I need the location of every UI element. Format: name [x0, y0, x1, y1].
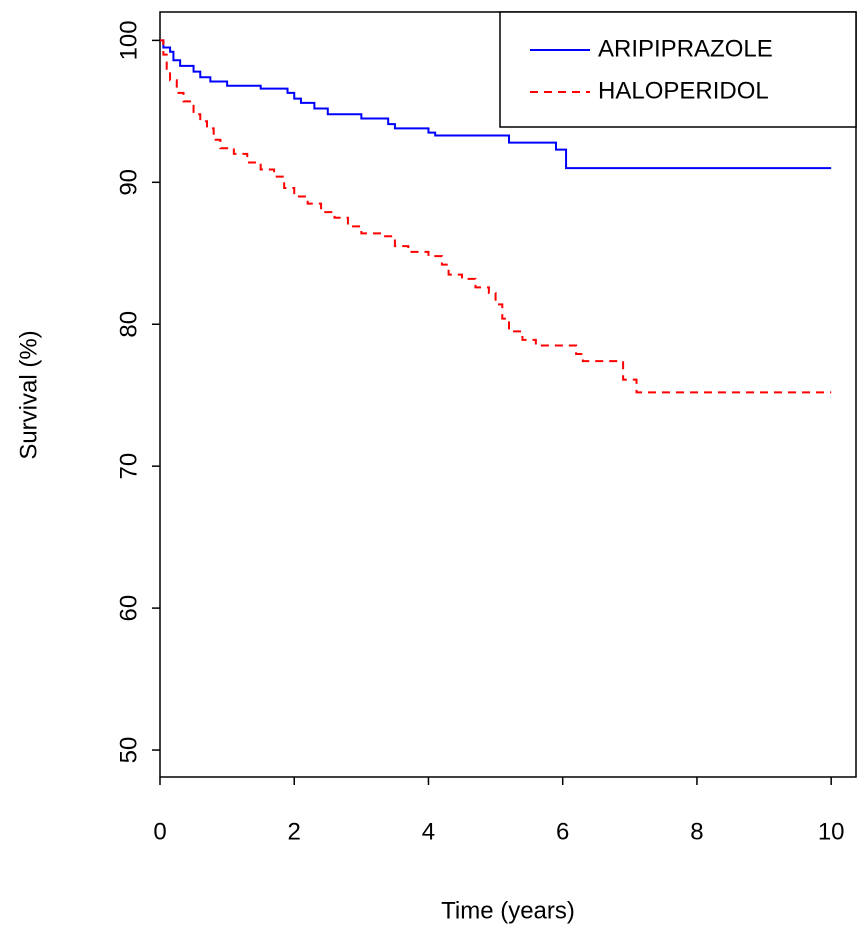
x-tick-label: 6	[556, 818, 569, 845]
x-tick-label: 8	[690, 818, 703, 845]
survival-curve	[160, 39, 832, 170]
x-axis-title: Time (years)	[441, 897, 575, 924]
legend-label: ARIPIPRAZOLE	[598, 35, 773, 62]
x-tick-label: 2	[288, 818, 301, 845]
y-tick-label: 90	[115, 169, 142, 196]
survival-curve	[160, 39, 832, 394]
x-tick-label: 10	[818, 818, 845, 845]
y-tick-label: 80	[115, 311, 142, 338]
legend-label: HALOPERIDOL	[598, 77, 769, 104]
y-tick-label: 60	[115, 595, 142, 622]
y-axis-title: Survival (%)	[15, 330, 42, 459]
y-tick-label: 100	[115, 20, 142, 60]
y-tick-label: 70	[115, 453, 142, 480]
y-tick-label: 50	[115, 737, 142, 764]
x-tick-label: 4	[422, 818, 435, 845]
legend-box	[499, 11, 857, 128]
x-tick-label: 0	[153, 818, 166, 845]
